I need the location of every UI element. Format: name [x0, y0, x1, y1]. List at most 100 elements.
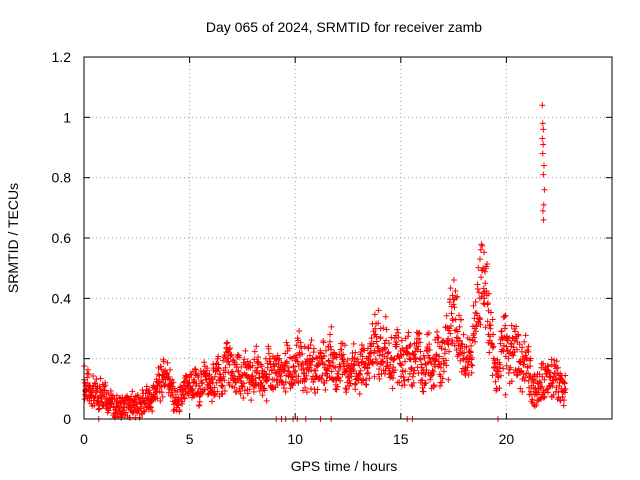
data-point [522, 332, 529, 339]
data-point [140, 407, 147, 414]
data-point [157, 398, 164, 405]
data-point [406, 370, 413, 377]
data-point [345, 374, 352, 381]
data-point [562, 372, 569, 379]
data-point [289, 374, 296, 381]
data-point [553, 358, 560, 365]
data-point [251, 348, 258, 355]
data-point [466, 336, 473, 343]
data-point [342, 385, 349, 392]
data-point [182, 372, 189, 379]
data-point [410, 379, 417, 386]
data-point [525, 377, 532, 384]
data-point [379, 358, 386, 365]
data-point [179, 387, 186, 394]
data-point [244, 358, 251, 365]
data-point [236, 354, 243, 361]
data-point [130, 402, 137, 409]
data-point [251, 356, 258, 363]
data-point [389, 375, 396, 382]
data-point [300, 365, 307, 372]
x-tick-label: 5 [186, 431, 194, 447]
data-point [377, 325, 384, 332]
data-point [313, 354, 320, 361]
data-point [428, 360, 435, 367]
data-point [559, 393, 566, 400]
data-point [272, 369, 279, 376]
data-point [377, 334, 384, 341]
data-point [253, 379, 260, 386]
data-point [436, 353, 443, 360]
data-point [85, 371, 92, 378]
data-point [540, 201, 547, 208]
data-point [494, 363, 501, 370]
data-point [528, 391, 535, 398]
data-points [81, 102, 569, 422]
data-point [475, 264, 482, 271]
data-point [259, 367, 266, 374]
data-point [266, 371, 273, 378]
data-point [209, 376, 216, 383]
data-point [526, 384, 533, 391]
data-point [462, 370, 469, 377]
data-point [446, 348, 453, 355]
data-point [281, 385, 288, 392]
data-point [477, 315, 484, 322]
data-point [411, 348, 418, 355]
data-point [453, 347, 460, 354]
data-point [436, 343, 443, 350]
data-point [154, 395, 161, 402]
data-point [548, 356, 555, 363]
data-point [539, 135, 546, 142]
data-point [226, 361, 233, 368]
data-point [445, 376, 452, 383]
data-point [426, 346, 433, 353]
data-point [475, 289, 482, 296]
data-point [327, 331, 334, 338]
data-point [265, 350, 272, 357]
data-point [205, 391, 212, 398]
data-point [356, 390, 363, 397]
data-point [326, 362, 333, 369]
data-point [465, 372, 472, 379]
data-point [447, 330, 454, 337]
data-point [328, 368, 335, 375]
data-point [241, 356, 248, 363]
data-point [557, 370, 564, 377]
data-point [343, 367, 350, 374]
data-point [328, 323, 335, 330]
data-point [346, 382, 353, 389]
data-point [295, 373, 302, 380]
data-point [492, 378, 499, 385]
data-point [375, 307, 382, 314]
data-point [536, 378, 543, 385]
data-point [95, 406, 102, 413]
data-point [333, 351, 340, 358]
data-point [284, 342, 291, 349]
data-point [158, 366, 165, 373]
data-point [515, 331, 522, 338]
data-point [460, 331, 467, 338]
data-point [264, 377, 271, 384]
data-point [523, 354, 530, 361]
data-point [394, 379, 401, 386]
data-point [560, 402, 567, 409]
data-point [259, 382, 266, 389]
data-point [427, 376, 434, 383]
data-point [554, 364, 561, 371]
data-point [502, 322, 509, 329]
data-point [175, 402, 182, 409]
data-point [84, 366, 91, 373]
data-point [227, 345, 234, 352]
data-point [351, 354, 358, 361]
data-point [197, 385, 204, 392]
data-point [464, 364, 471, 371]
data-point [215, 364, 222, 371]
data-point [454, 293, 461, 300]
data-point [211, 384, 218, 391]
y-axis-title: SRMTID / TECUs [5, 183, 21, 293]
data-point [211, 373, 218, 380]
data-point [132, 406, 139, 413]
data-point [478, 293, 485, 300]
data-point [193, 370, 200, 377]
